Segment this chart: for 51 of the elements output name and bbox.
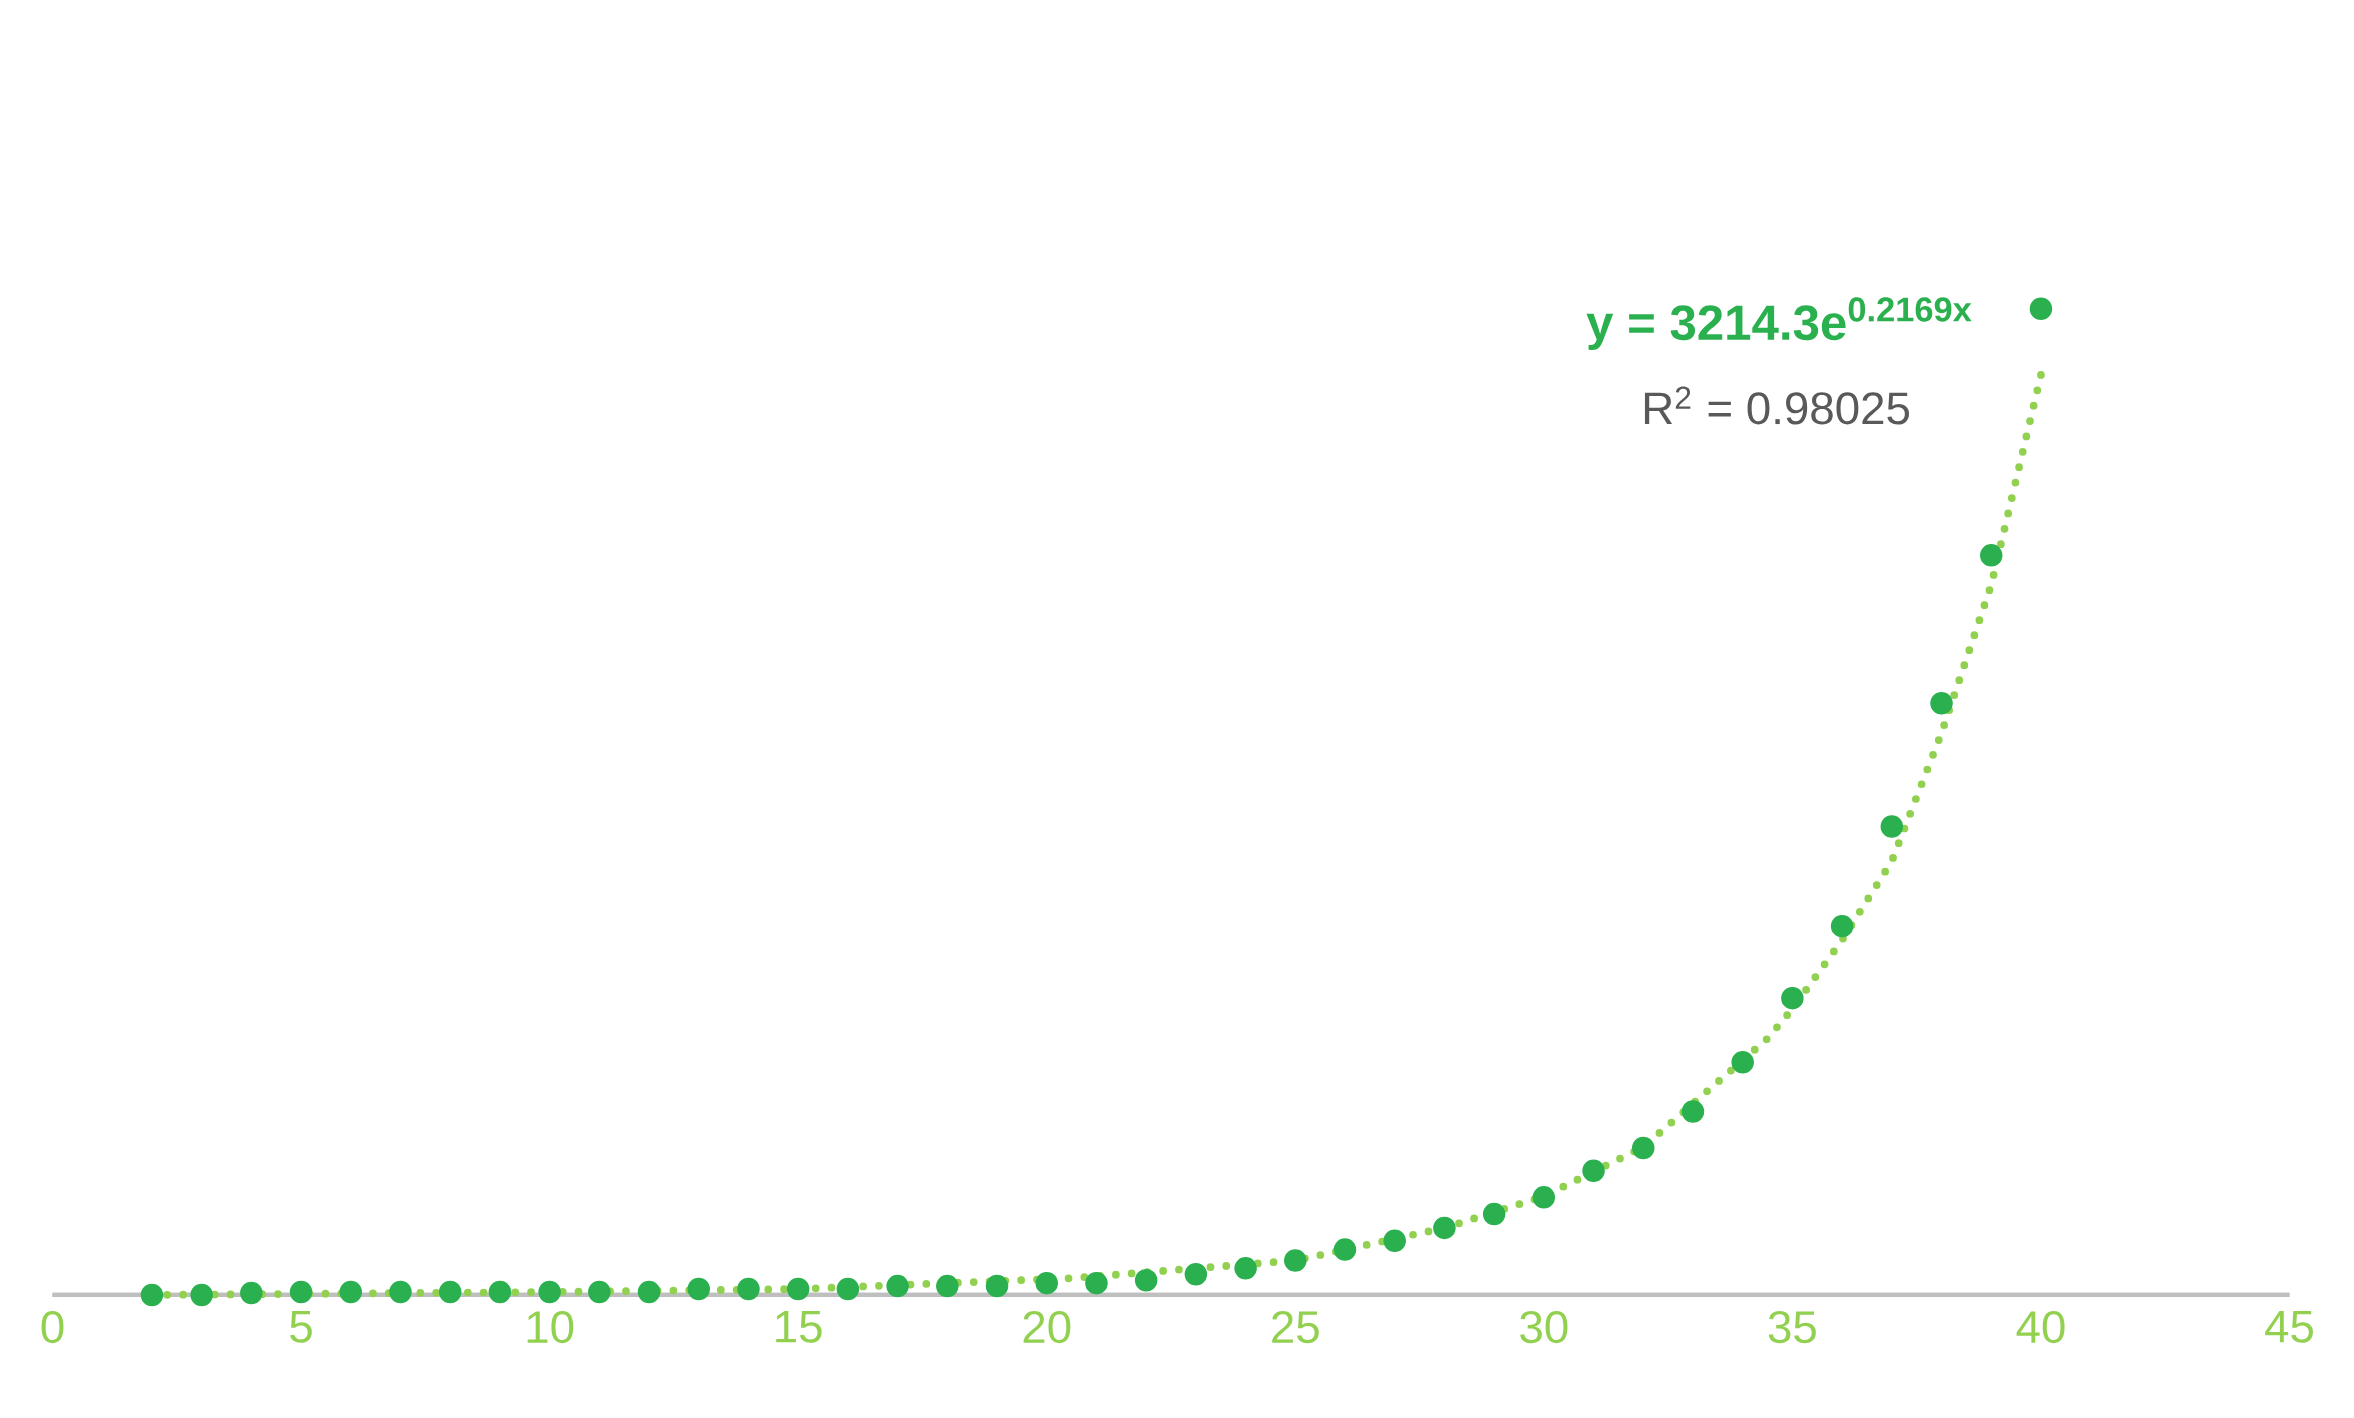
x-tick-label: 5 (290, 1310, 312, 1343)
point (538, 1280, 561, 1304)
point (1930, 692, 1953, 715)
point (240, 1281, 263, 1305)
point (1632, 1136, 1655, 1160)
point (1731, 1050, 1754, 1074)
point (1383, 1229, 1406, 1252)
point (637, 1280, 661, 1304)
x-tick-label: 0 (41, 1310, 64, 1344)
point (886, 1274, 909, 1298)
x-tick-label: 15 (776, 1310, 822, 1343)
point (1433, 1216, 1456, 1240)
point (1830, 914, 1854, 938)
x-tick-label: 45 (2265, 1310, 2313, 1343)
point (1979, 544, 2003, 567)
point (339, 1280, 363, 1304)
point (588, 1280, 611, 1304)
point (140, 1283, 164, 1307)
point (1681, 1100, 1705, 1123)
point (786, 1277, 810, 1301)
point (1781, 986, 1804, 1010)
point (2029, 297, 2053, 321)
point (438, 1280, 462, 1304)
point (985, 1274, 1009, 1298)
point (488, 1280, 512, 1304)
point (1880, 815, 1904, 838)
point (1035, 1271, 1058, 1295)
x-tick-label: 20 (1023, 1310, 1071, 1344)
point (1234, 1257, 1257, 1280)
annotation: y = 3214.3e$^{0.2169x}$ (1586, 297, 1972, 350)
point (1184, 1263, 1208, 1286)
point (1482, 1202, 1506, 1226)
x-tick-label: 30 (1520, 1310, 1568, 1344)
point (1333, 1238, 1357, 1261)
x-tick-label: 40 (2016, 1310, 2065, 1344)
point (1085, 1271, 1108, 1295)
point (389, 1280, 412, 1304)
x-tick-label: 25 (1272, 1310, 1319, 1344)
x-tick-label: 10 (527, 1310, 574, 1344)
point (1582, 1159, 1605, 1182)
point (687, 1277, 710, 1301)
point (936, 1274, 959, 1298)
point (836, 1277, 860, 1301)
x-tick-label: 35 (1768, 1310, 1816, 1344)
point (289, 1280, 313, 1304)
point (1134, 1268, 1158, 1292)
annotation: R$^{2}$ = 0.98025 (1644, 386, 1909, 425)
point (190, 1283, 213, 1307)
point (1532, 1186, 1556, 1209)
point (737, 1277, 760, 1301)
point (1284, 1249, 1307, 1272)
